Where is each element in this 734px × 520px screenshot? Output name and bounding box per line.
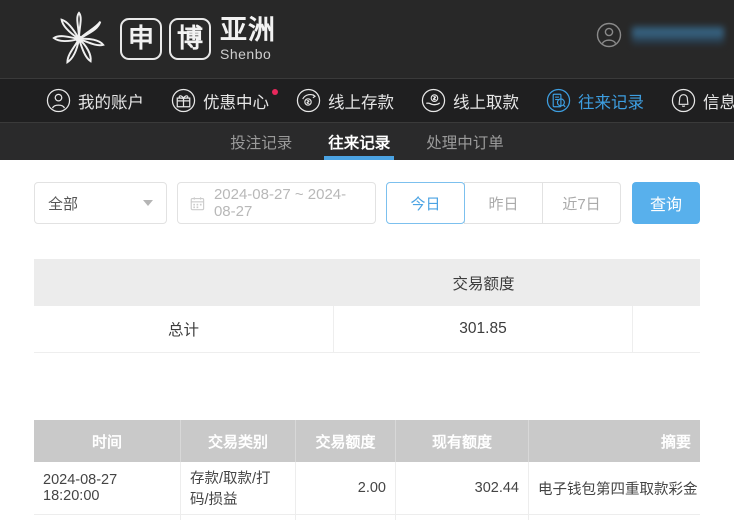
quick-range-group: 今日 昨日 近7日 bbox=[386, 182, 621, 224]
nav-item-messages[interactable]: 信息 bbox=[671, 88, 734, 113]
nav-label: 优惠中心 bbox=[203, 93, 269, 112]
records-icon bbox=[546, 88, 571, 113]
summary-header-amount: 交易额度 bbox=[452, 275, 515, 293]
nav-label: 线上取款 bbox=[453, 93, 519, 112]
nav-label: 信息 bbox=[703, 93, 734, 112]
username-redacted bbox=[632, 25, 724, 45]
cell-type: CGPAY支付 bbox=[181, 515, 296, 520]
deposit-hand-icon bbox=[296, 88, 321, 113]
category-select[interactable]: 全部 bbox=[34, 182, 168, 224]
cell-amount: 2.00 bbox=[296, 462, 396, 514]
summary-row-amount: 301.85 bbox=[334, 306, 633, 352]
range-last7days-button[interactable]: 近7日 bbox=[542, 182, 621, 224]
cell-memo: 电子钱包第四重取款彩金《次日16 bbox=[538, 481, 700, 498]
content-area: 全部 2024-08-27 ~ 2024-08-27 今 bbox=[0, 160, 734, 520]
main-nav: 我的账户 优惠中心 线上存款 bbox=[0, 78, 734, 123]
flower-logo-icon bbox=[52, 11, 105, 65]
bell-icon bbox=[671, 88, 696, 113]
site-logo[interactable]: 申 博 亚洲 Shenbo bbox=[48, 9, 276, 69]
transactions-table: 时间 交易类别 交易额度 现有额度 摘要 2024-08-27 18:20:00… bbox=[34, 420, 700, 520]
col-header-time: 时间 bbox=[34, 420, 181, 462]
user-circle-icon bbox=[46, 88, 71, 113]
cell-balance: 302.44 bbox=[396, 462, 529, 514]
cell-time: 2024-08-27 18:19:30 bbox=[34, 515, 181, 520]
range-yesterday-button[interactable]: 昨日 bbox=[464, 182, 543, 224]
filter-bar: 全部 2024-08-27 ~ 2024-08-27 今 bbox=[34, 160, 700, 224]
summary-table-row: 总计 301.85 bbox=[34, 306, 700, 353]
date-range-input[interactable]: 2024-08-27 ~ 2024-08-27 bbox=[177, 182, 376, 224]
col-header-amount: 交易额度 bbox=[296, 420, 396, 462]
transactions-table-header: 时间 交易类别 交易额度 现有额度 摘要 bbox=[34, 420, 700, 462]
nav-item-transaction-records[interactable]: 往来记录 bbox=[546, 88, 644, 113]
col-header-type: 交易类别 bbox=[181, 420, 296, 462]
query-button[interactable]: 查询 bbox=[632, 182, 700, 224]
logo-name-en: Shenbo bbox=[220, 46, 272, 63]
nav-item-online-deposit[interactable]: 线上存款 bbox=[296, 88, 394, 113]
category-select-value: 全部 bbox=[48, 195, 79, 213]
table-row: 2024-08-27 18:20:00 存款/取款/打码/损益 2.00 302… bbox=[34, 462, 700, 515]
brand-header: 申 博 亚洲 Shenbo bbox=[0, 0, 734, 78]
cell-memo: 单号:202408283710617248 bbox=[529, 515, 700, 520]
nav-label: 往来记录 bbox=[578, 93, 644, 112]
avatar-icon bbox=[596, 22, 622, 48]
summary-row-extra bbox=[633, 306, 700, 352]
summary-table: 交易额度 总计 301.85 bbox=[34, 259, 700, 353]
range-today-button[interactable]: 今日 bbox=[386, 182, 465, 224]
nav-label: 线上存款 bbox=[328, 93, 394, 112]
col-header-memo: 摘要 bbox=[660, 433, 691, 451]
nav-item-online-withdraw[interactable]: 线上取款 bbox=[421, 88, 519, 113]
logo-char-bo: 博 bbox=[169, 18, 211, 60]
tab-processing-orders[interactable]: 处理中订单 bbox=[426, 134, 504, 152]
chevron-down-icon bbox=[143, 200, 154, 206]
nav-item-promotions[interactable]: 优惠中心 bbox=[171, 88, 278, 113]
tab-betting-records[interactable]: 投注记录 bbox=[230, 134, 293, 152]
cell-amount: 300.00 bbox=[296, 515, 396, 520]
cell-type: 存款/取款/打码/损益 bbox=[181, 462, 296, 514]
calendar-icon bbox=[190, 196, 205, 210]
promotions-badge-dot bbox=[272, 89, 278, 95]
nav-label: 我的账户 bbox=[78, 93, 144, 112]
table-row: 2024-08-27 18:19:30 CGPAY支付 300.00 300.4… bbox=[34, 515, 700, 520]
sub-tab-bar: 投注记录 往来记录 处理中订单 bbox=[0, 123, 734, 160]
user-account-area[interactable] bbox=[596, 22, 724, 48]
summary-row-label: 总计 bbox=[34, 306, 334, 352]
nav-item-my-account[interactable]: 我的账户 bbox=[46, 88, 144, 113]
cell-time: 2024-08-27 18:20:00 bbox=[34, 462, 181, 514]
logo-name-cn: 亚洲 bbox=[220, 14, 276, 46]
logo-char-shen: 申 bbox=[120, 18, 162, 60]
withdraw-hand-icon bbox=[421, 88, 446, 113]
summary-table-header: 交易额度 bbox=[34, 259, 700, 306]
col-header-balance: 现有额度 bbox=[396, 420, 529, 462]
date-range-value: 2024-08-27 ~ 2024-08-27 bbox=[213, 186, 347, 220]
tab-transaction-records[interactable]: 往来记录 bbox=[324, 123, 395, 160]
gift-icon bbox=[171, 88, 196, 113]
cell-balance: 300.44 bbox=[396, 515, 529, 520]
